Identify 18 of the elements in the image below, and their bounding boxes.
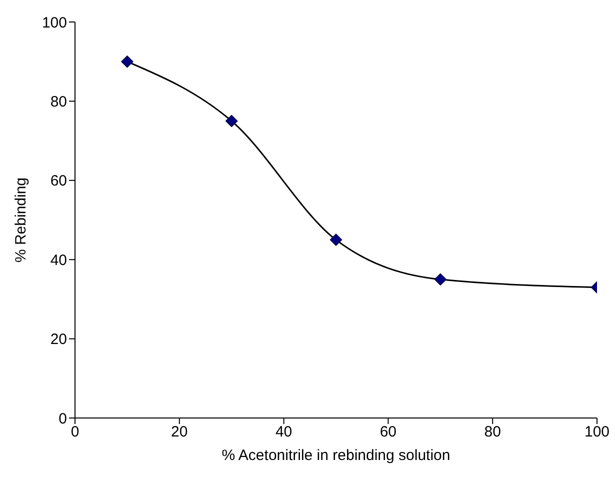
y-axis-title: % Rebinding [12,177,30,263]
x-tick-label: 80 [484,424,501,441]
x-tick-label: 60 [380,424,397,441]
x-tick-label: 40 [275,424,292,441]
x-tick-label: 100 [584,424,610,441]
x-tick-label: 0 [70,424,80,441]
y-tick-label: 40 [50,252,67,269]
y-tick-label: 0 [58,410,67,428]
point [120,55,134,68]
y-tick-label: 20 [50,331,67,348]
point [330,234,342,246]
y-tick-label: 80 [50,94,67,111]
point [225,114,238,128]
y-tick-label: 60 [50,172,67,190]
x-tick-label: 20 [171,424,188,441]
x-axis-title: % Acetonitrile in rebinding solution [222,447,450,464]
point [434,273,447,286]
y-tick-label: 100 [42,14,67,32]
